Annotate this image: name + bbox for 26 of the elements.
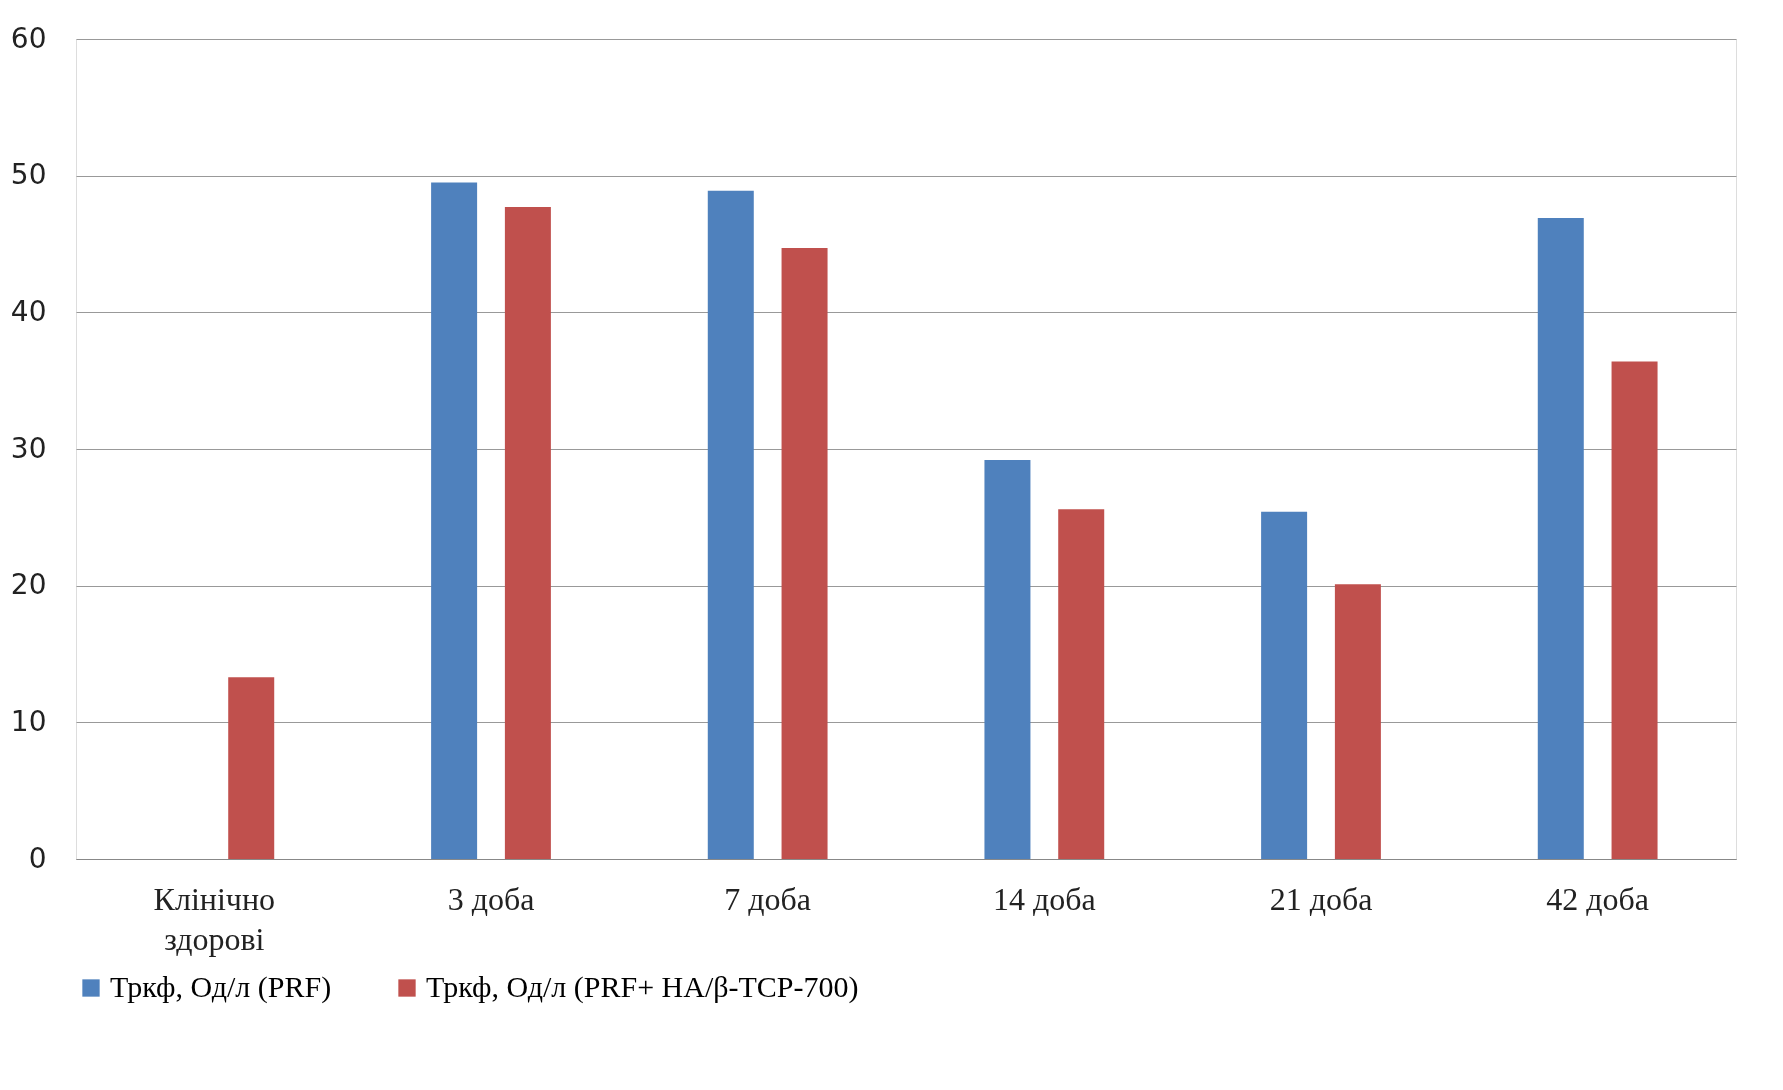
y-tick-label: 20 bbox=[10, 568, 47, 602]
x-tick-label: 42 доба bbox=[1546, 880, 1650, 917]
bar bbox=[1611, 361, 1658, 859]
bar bbox=[431, 182, 478, 859]
x-tick-label: 21 доба bbox=[1269, 880, 1373, 917]
bar bbox=[1058, 509, 1105, 859]
bar bbox=[781, 248, 828, 859]
legend-label: Тркф, Од/л (PRF+ HA/β-TCP-700) bbox=[426, 970, 859, 1004]
x-tick-label: 14 доба bbox=[992, 880, 1096, 917]
x-tick-label: 7 доба bbox=[724, 880, 812, 917]
y-tick-label: 50 bbox=[10, 158, 47, 192]
bar bbox=[1537, 218, 1584, 859]
bar bbox=[1334, 584, 1381, 859]
y-tick-label: 40 bbox=[10, 294, 47, 328]
legend-label: Тркф, Од/л (PRF) bbox=[110, 970, 332, 1004]
x-tick-label: Клінічно здорові bbox=[153, 880, 276, 957]
y-tick-label: 60 bbox=[10, 21, 47, 55]
bar bbox=[707, 190, 754, 859]
y-tick-label: 30 bbox=[10, 431, 47, 465]
x-tick-label: 3 доба bbox=[447, 880, 535, 917]
y-tick-label: 10 bbox=[10, 704, 47, 738]
bar bbox=[504, 207, 551, 859]
bar bbox=[1261, 511, 1308, 859]
bar bbox=[984, 459, 1031, 859]
y-tick-label: 0 bbox=[28, 841, 47, 875]
bar bbox=[228, 677, 275, 859]
